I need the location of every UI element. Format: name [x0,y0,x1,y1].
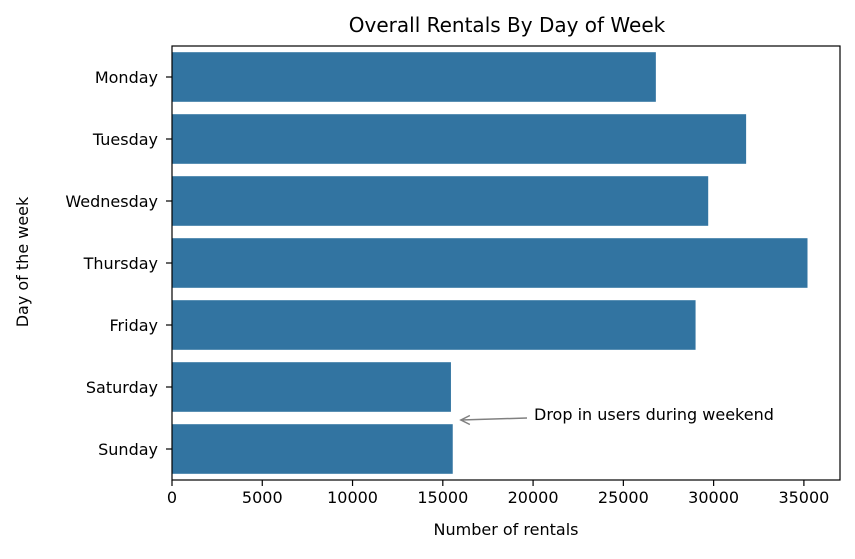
x-tick-label: 30000 [688,488,739,507]
bar-sunday [172,424,453,474]
y-tick-label-monday: Monday [95,68,158,87]
chart-title: Overall Rentals By Day of Week [349,13,666,37]
x-tick-label: 25000 [598,488,649,507]
y-tick-label-wednesday: Wednesday [65,192,158,211]
bar-wednesday [172,176,709,226]
y-tick-label-saturday: Saturday [86,378,158,397]
x-tick-label: 10000 [327,488,378,507]
bar-monday [172,52,656,102]
x-tick-label: 15000 [417,488,468,507]
y-tick-label-sunday: Sunday [98,440,158,459]
annotation-text: Drop in users during weekend [534,405,774,424]
annotation-layer: Drop in users during weekend [459,405,774,426]
ticks-layer: 0 5000 10000 15000 20000 25000 30000 35000 Monda… [65,68,829,507]
y-axis-label: Day of the week [13,196,32,327]
x-axis-label: Number of rentals [434,520,579,539]
y-tick-label-thursday: Thursday [83,254,158,273]
x-tick-label: 5000 [242,488,283,507]
bar-thursday [172,238,808,288]
bar-saturday [172,362,451,412]
annotation-arrow [460,417,528,421]
bar-friday [172,300,696,350]
annotation-arrowhead [459,414,471,426]
bar-tuesday [172,114,747,164]
x-tick-label: 20000 [508,488,559,507]
y-tick-label-tuesday: Tuesday [92,130,158,149]
y-tick-label-friday: Friday [110,316,159,335]
x-tick-label: 35000 [778,488,829,507]
bars-layer [172,52,808,474]
x-tick-label: 0 [167,488,177,507]
